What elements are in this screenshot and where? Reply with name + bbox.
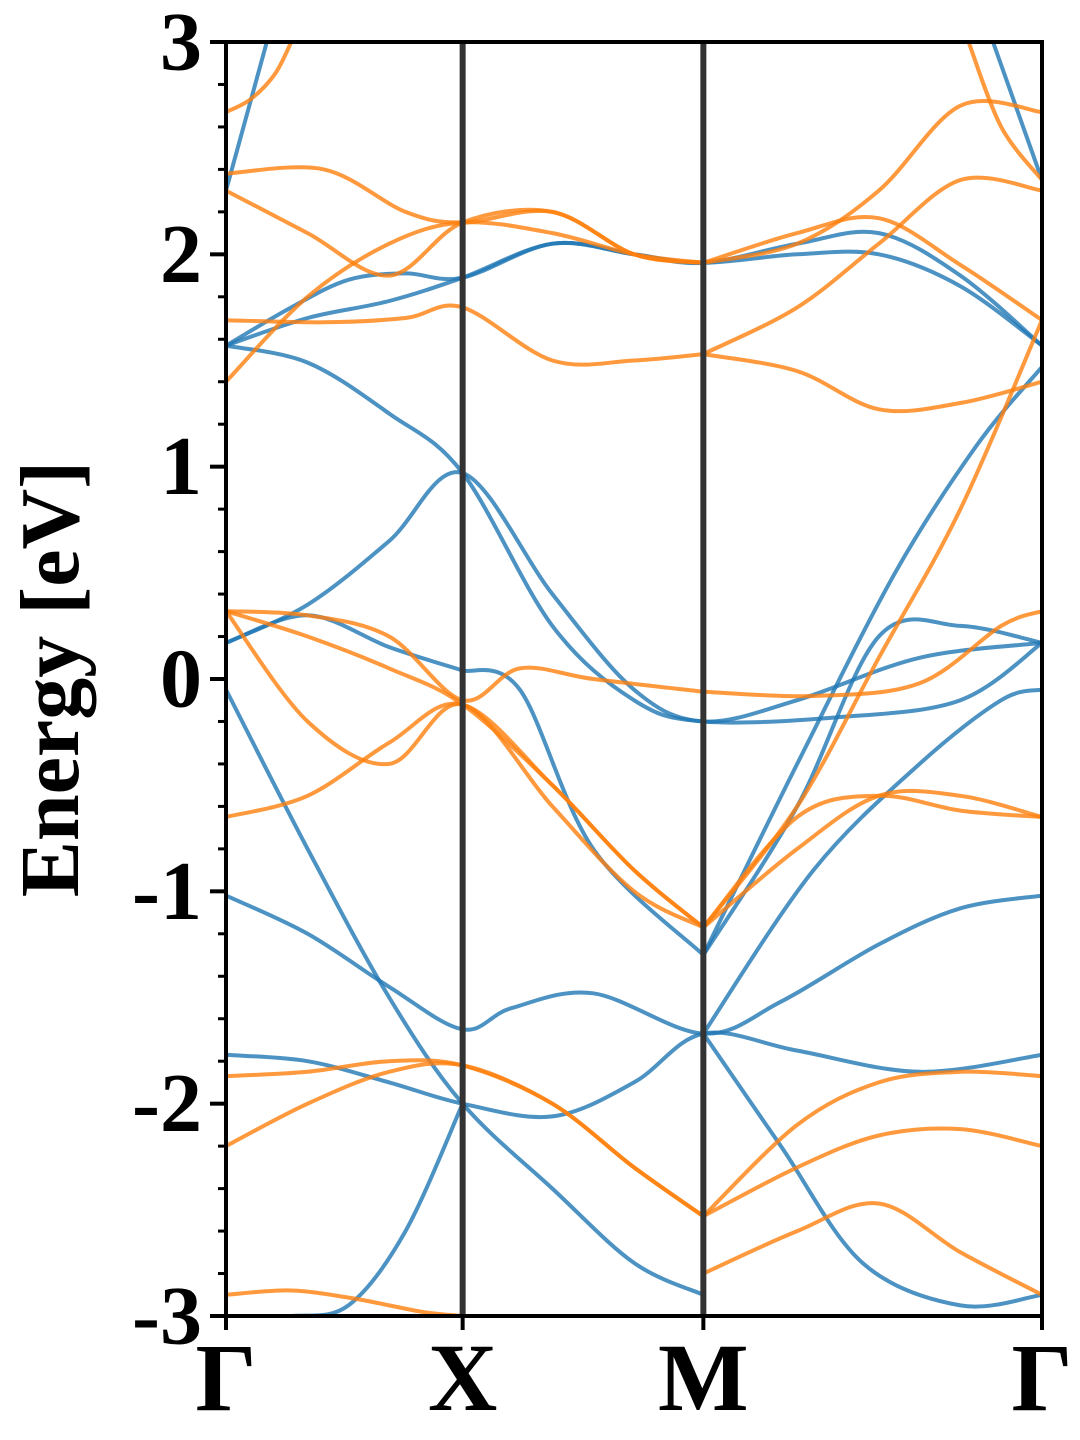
band-line-series2-2	[701, 352, 1042, 414]
band-line-series2-16	[701, 788, 1042, 930]
bands-layer	[226, 42, 1042, 1316]
band-line-series2-15	[226, 701, 706, 930]
y-axis-label: Energy [eV]	[4, 461, 97, 897]
band-line-series1-15	[226, 42, 269, 193]
band-line-series2-18	[701, 1069, 1042, 1219]
band-line-series2-6	[701, 99, 1042, 265]
band-line-series1-16	[991, 42, 1042, 182]
band-line-series1-10	[226, 687, 706, 1297]
y-tick-label: -3	[132, 1270, 202, 1363]
band-line-series2-22	[226, 1288, 465, 1316]
band-line-series1-7	[226, 613, 465, 673]
y-tick-label: 0	[160, 633, 202, 726]
band-line-series1-14	[226, 1101, 465, 1316]
x-tick-label: M	[658, 1324, 749, 1431]
band-line-series2-14	[701, 793, 1042, 930]
band-line-series2-10	[701, 609, 1042, 699]
band-line-series1-13	[701, 687, 1042, 1036]
band-line-series1-3	[226, 893, 1042, 1036]
y-tick-label: -1	[132, 845, 202, 938]
band-line-series2-23	[226, 42, 294, 115]
band-line-series2-4	[701, 215, 1042, 323]
band-line-series1-12	[701, 364, 1042, 957]
band-line-series1-4	[226, 1030, 1042, 1120]
high-symmetry-lines	[459, 42, 707, 1316]
band-line-series1-6	[226, 229, 1042, 348]
y-tick-label: 3	[160, 0, 202, 89]
y-tick-label: 2	[160, 208, 202, 301]
band-line-series2-21	[701, 1201, 1042, 1297]
band-line-series2-24	[966, 42, 1042, 182]
x-tick-label: Γ	[195, 1324, 256, 1431]
y-tick-label: -2	[132, 1057, 202, 1150]
band-line-series1-9	[701, 617, 1042, 957]
band-line-series2-20	[701, 1126, 1042, 1219]
x-tick-label: Γ	[1011, 1324, 1072, 1431]
y-axis: -3 -2 -1 0 1 2 3	[132, 0, 226, 1363]
band-line-series1-11	[701, 1031, 1042, 1309]
band-line-series1-1	[226, 343, 1042, 725]
y-tick-label: 1	[160, 420, 202, 513]
x-tick-label: X	[428, 1324, 497, 1431]
band-line-series1-8	[460, 668, 706, 957]
band-line-series2-8	[701, 175, 1042, 357]
band-line-series2-12	[701, 318, 1042, 930]
plot-frame	[224, 40, 1044, 1318]
